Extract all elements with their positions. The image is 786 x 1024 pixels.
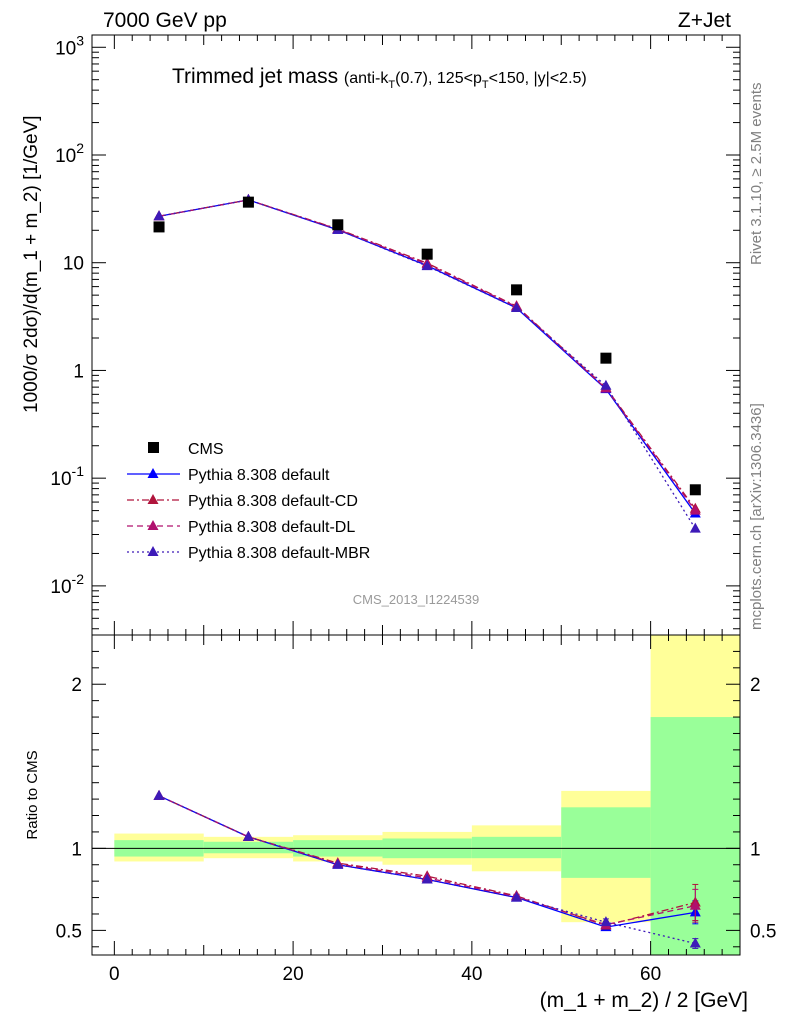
series-point: [421, 260, 433, 271]
header-right-label: Z+Jet: [678, 9, 731, 32]
x-tick-label: 20: [283, 964, 304, 985]
main-plot-panel: 10-2 10-1 1 10 102 103 Trimmed jet mass (anti…: [21, 32, 741, 636]
x-tick-label: 40: [461, 964, 482, 985]
legend-marker: [148, 442, 159, 453]
legend-marker: [147, 468, 159, 478]
ratio-y-tick-label: 0.5: [56, 921, 82, 942]
main-y-axis-ticks: [92, 35, 741, 635]
ratio-x-axis-label: (m_1 + m_2) / 2 [GeV]: [540, 989, 748, 1012]
ratio-plot-panel: 0 20 40 60 0.5 0.5 1 1 2 2 Ratio to CMS (m_1 + m_…: [24, 634, 777, 1012]
legend-entry: CMS: [148, 441, 224, 458]
y-tick-label: 10-1: [50, 463, 84, 490]
ratio-y-axis-label: Ratio to CMS: [24, 750, 41, 839]
legend-label: Pythia 8.308 default-CD: [188, 493, 358, 510]
ratio-point: [332, 858, 344, 869]
green-band: [561, 807, 651, 878]
data-point: [689, 484, 701, 496]
x-tick-label: 0: [109, 964, 120, 985]
series-point: [689, 504, 701, 515]
ratio-point: [153, 789, 165, 800]
ratio-point: [600, 916, 612, 927]
ratio-point: [689, 899, 701, 910]
legend-label: Pythia 8.308 default-DL: [188, 519, 355, 536]
series-line: [158, 199, 696, 511]
mcplots-label: mcplots.cern.ch [arXiv:1306.3436]: [748, 403, 765, 630]
data-point: [600, 352, 612, 364]
ratio-series-markers: [153, 789, 701, 949]
y-tick-label: 103: [55, 32, 84, 59]
main-chart-title: Trimmed jet mass (anti-kT(0.7), 125<pT<1…: [172, 65, 587, 91]
main-chart-title-text: Trimmed jet mass: [172, 65, 338, 88]
ratio-y-tick-label: 2: [71, 675, 82, 696]
y-tick-label: 10-2: [50, 571, 84, 598]
ratio-y-tick-label-right: 2: [750, 675, 761, 696]
green-band: [203, 841, 294, 854]
x-tick-label: 60: [640, 964, 661, 985]
data-point: [332, 219, 344, 231]
ratio-y-tick-label: 1: [71, 839, 82, 860]
legend-entry: Pythia 8.308 default-MBR: [127, 545, 370, 562]
data-point: [511, 284, 523, 296]
y-tick-label: 10: [63, 254, 84, 275]
legend-marker: [147, 520, 159, 530]
main-series-markers: [153, 193, 701, 533]
legend-label: CMS: [188, 441, 224, 458]
legend-marker: [147, 546, 159, 556]
data-point: [421, 248, 433, 260]
watermark-label: CMS_2013_I1224539: [353, 592, 480, 607]
y-tick-label: 1: [73, 361, 84, 382]
legend-label: Pythia 8.308 default-MBR: [188, 545, 370, 562]
y-tick-label: 102: [55, 140, 84, 167]
header-left-label: 7000 GeV pp: [103, 9, 227, 32]
main-y-axis-label: 1000/σ 2dσ)/d(m_1 + m_2) [1/GeV]: [21, 115, 42, 413]
legend-entry: Pythia 8.308 default-CD: [127, 493, 358, 510]
legend: CMS Pythia 8.308 default Pythia 8.308 defa…: [127, 441, 370, 562]
legend-entry: Pythia 8.308 default-DL: [127, 519, 355, 536]
data-point: [153, 221, 165, 233]
ratio-tick-labels: 0 20 40 60 0.5 0.5 1 1 2 2: [56, 675, 777, 985]
ratio-point: [242, 830, 254, 841]
legend-marker: [147, 494, 159, 504]
main-y-tick-labels: 10-2 10-1 1 10 102 103: [50, 32, 84, 598]
ratio-plot-frame: [91, 634, 741, 956]
series-point: [153, 210, 165, 221]
series-point: [689, 522, 701, 533]
ratio-point: [421, 873, 433, 884]
main-chart-subtitle: (anti-kT(0.7), 125<pT<150, |y|<2.5): [344, 70, 587, 91]
series-line: [158, 199, 696, 510]
ratio-y-tick-label-right: 0.5: [750, 921, 776, 942]
ratio-axis-ticks: [92, 635, 741, 955]
series-point: [600, 379, 612, 390]
data-point: [242, 196, 254, 208]
series-point: [511, 301, 523, 312]
ratio-y-tick-label-right: 1: [750, 839, 761, 860]
green-band: [471, 836, 562, 859]
legend-entry: Pythia 8.308 default: [127, 467, 330, 484]
rivet-label: Rivet 3.1.10, ≥ 2.5M events: [748, 83, 765, 266]
ratio-point: [511, 891, 523, 902]
ratio-point: [689, 937, 701, 948]
ratio-uncertainty-bands: [114, 635, 740, 955]
legend-label: Pythia 8.308 default: [188, 467, 330, 484]
